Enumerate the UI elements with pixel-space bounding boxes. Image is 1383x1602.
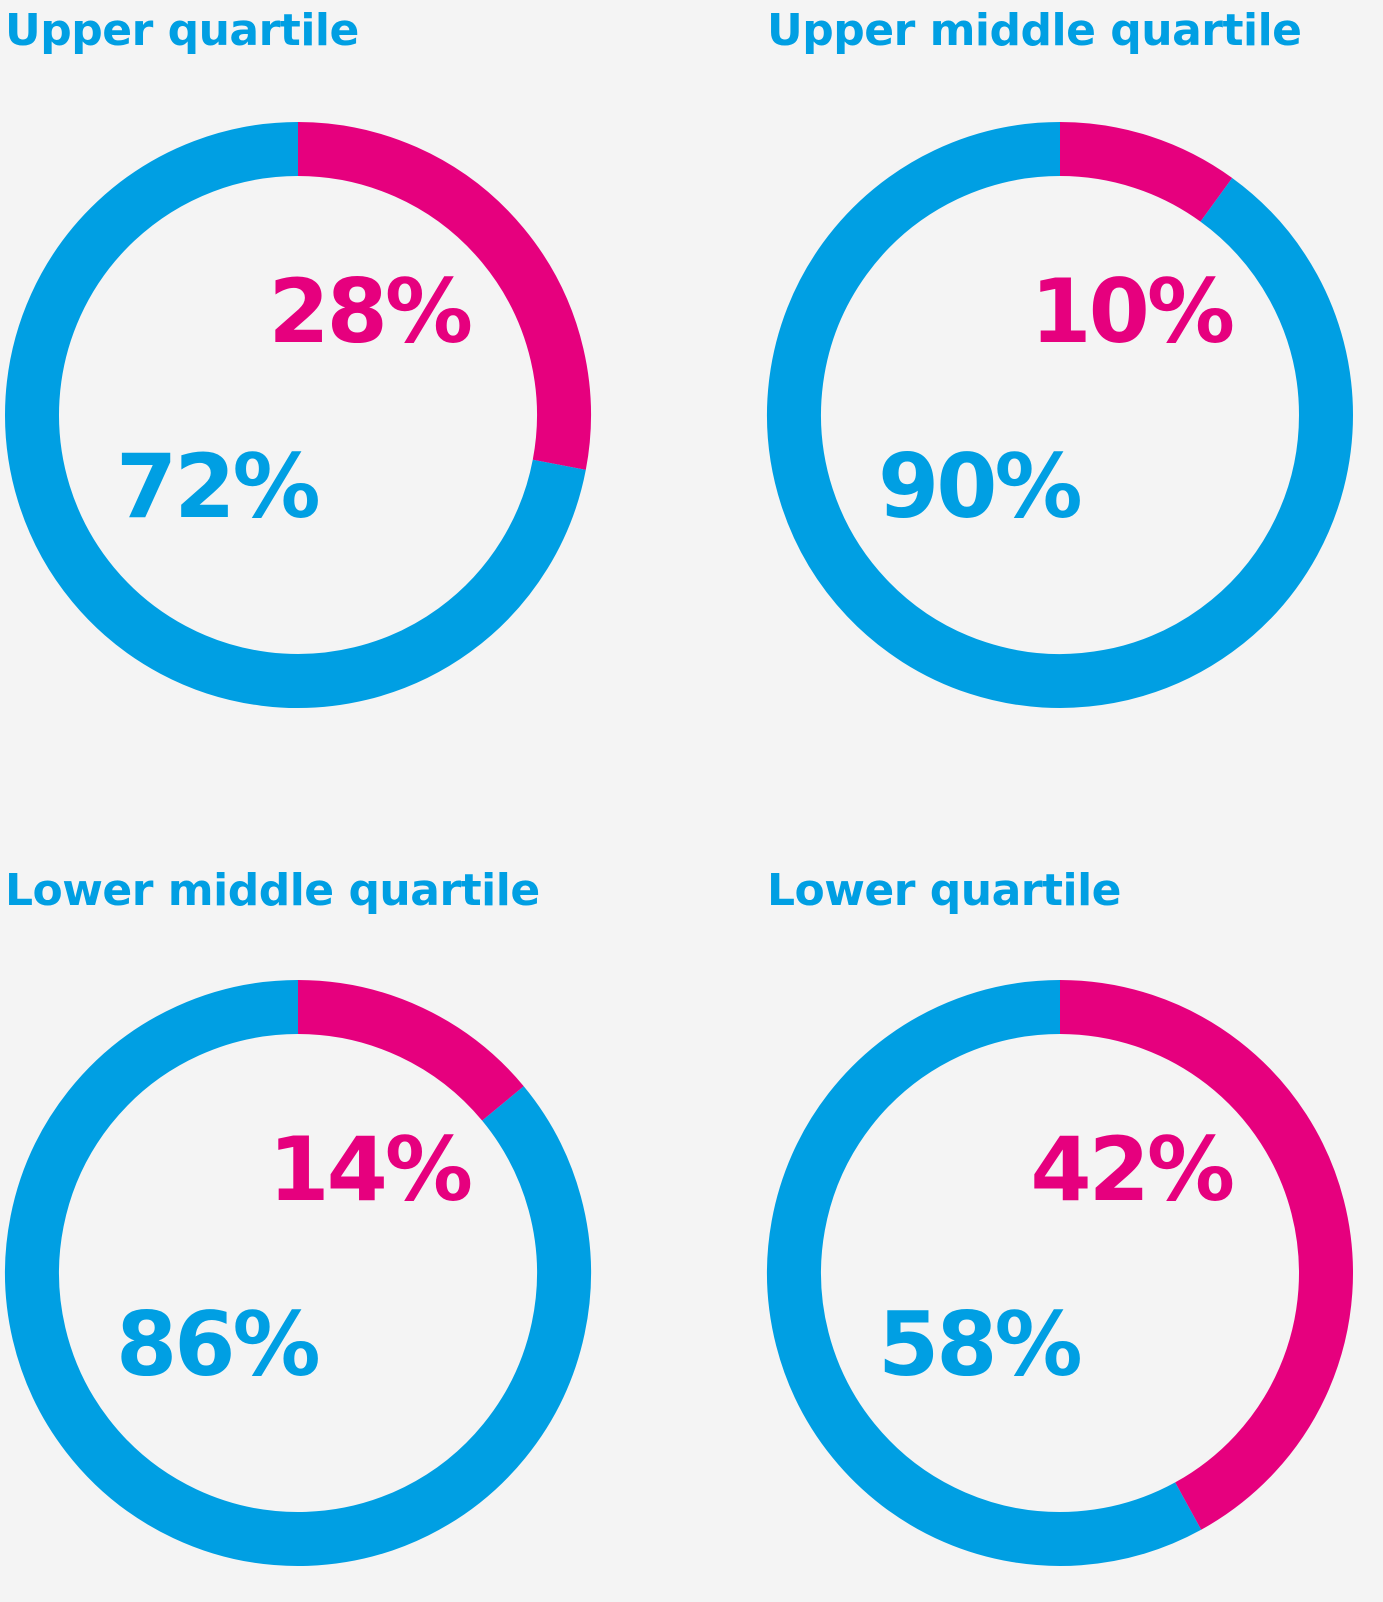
value-label: 28% — [268, 260, 470, 363]
donut-segment — [1059, 122, 1233, 222]
chart-title: Lower middle quartile — [5, 865, 540, 916]
chart-title: Upper quartile — [5, 5, 359, 56]
donut-segment — [1059, 980, 1354, 1530]
value-label: 42% — [1030, 1118, 1232, 1221]
chart-title: Lower quartile — [767, 865, 1121, 916]
value-label: 86% — [116, 1293, 318, 1396]
donut-segment — [5, 122, 586, 708]
value-label: 14% — [268, 1118, 470, 1221]
donut-segment — [767, 980, 1202, 1566]
donut-segment — [767, 122, 1353, 708]
value-label: 90% — [878, 435, 1080, 538]
value-label: 58% — [878, 1293, 1080, 1396]
donut-segment — [5, 980, 591, 1566]
donut-segment — [297, 980, 524, 1121]
value-label: 10% — [1030, 260, 1232, 363]
donut-segment — [297, 122, 591, 470]
chart-title: Upper middle quartile — [767, 5, 1302, 56]
value-label: 72% — [116, 435, 318, 538]
